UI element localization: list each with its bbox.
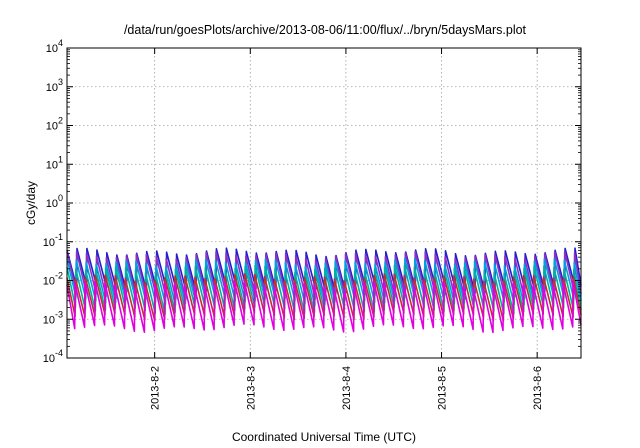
x-tick-label: 2013-8-5 — [437, 366, 449, 410]
y-tick-label: 10-4 — [43, 348, 63, 365]
y-tick-label: 104 — [46, 38, 63, 55]
x-tick-label: 2013-8-6 — [532, 366, 544, 410]
y-tick-label: 103 — [46, 77, 63, 94]
x-axis: 2013-8-2 2013-8-3 2013-8-4 2013-8-5 2013-8-6 — [150, 48, 544, 410]
y-tick-label: 102 — [46, 116, 63, 133]
x-axis-label: Coordinated Universal Time (UTC) — [232, 430, 416, 444]
chart-title: /data/run/goesPlots/archive/2013-08-06/1… — [124, 23, 527, 37]
series-line — [66, 279, 582, 334]
y-axis: 104 103 102 101 100 10-1 10-2 10-3 10-4 — [43, 38, 581, 365]
y-tick-label: 101 — [46, 154, 63, 171]
x-tick-label: 2013-8-4 — [341, 366, 353, 410]
x-tick-label: 2013-8-2 — [150, 366, 162, 410]
x-tick-label: 2013-8-3 — [245, 366, 257, 410]
y-tick-label: 100 — [46, 193, 63, 210]
y-tick-label: 10-3 — [43, 309, 63, 326]
series-layer — [66, 247, 582, 334]
y-tick-label: 10-1 — [43, 232, 63, 249]
y-tick-label: 10-2 — [43, 271, 63, 288]
y-axis-label: cGy/day — [24, 181, 38, 225]
